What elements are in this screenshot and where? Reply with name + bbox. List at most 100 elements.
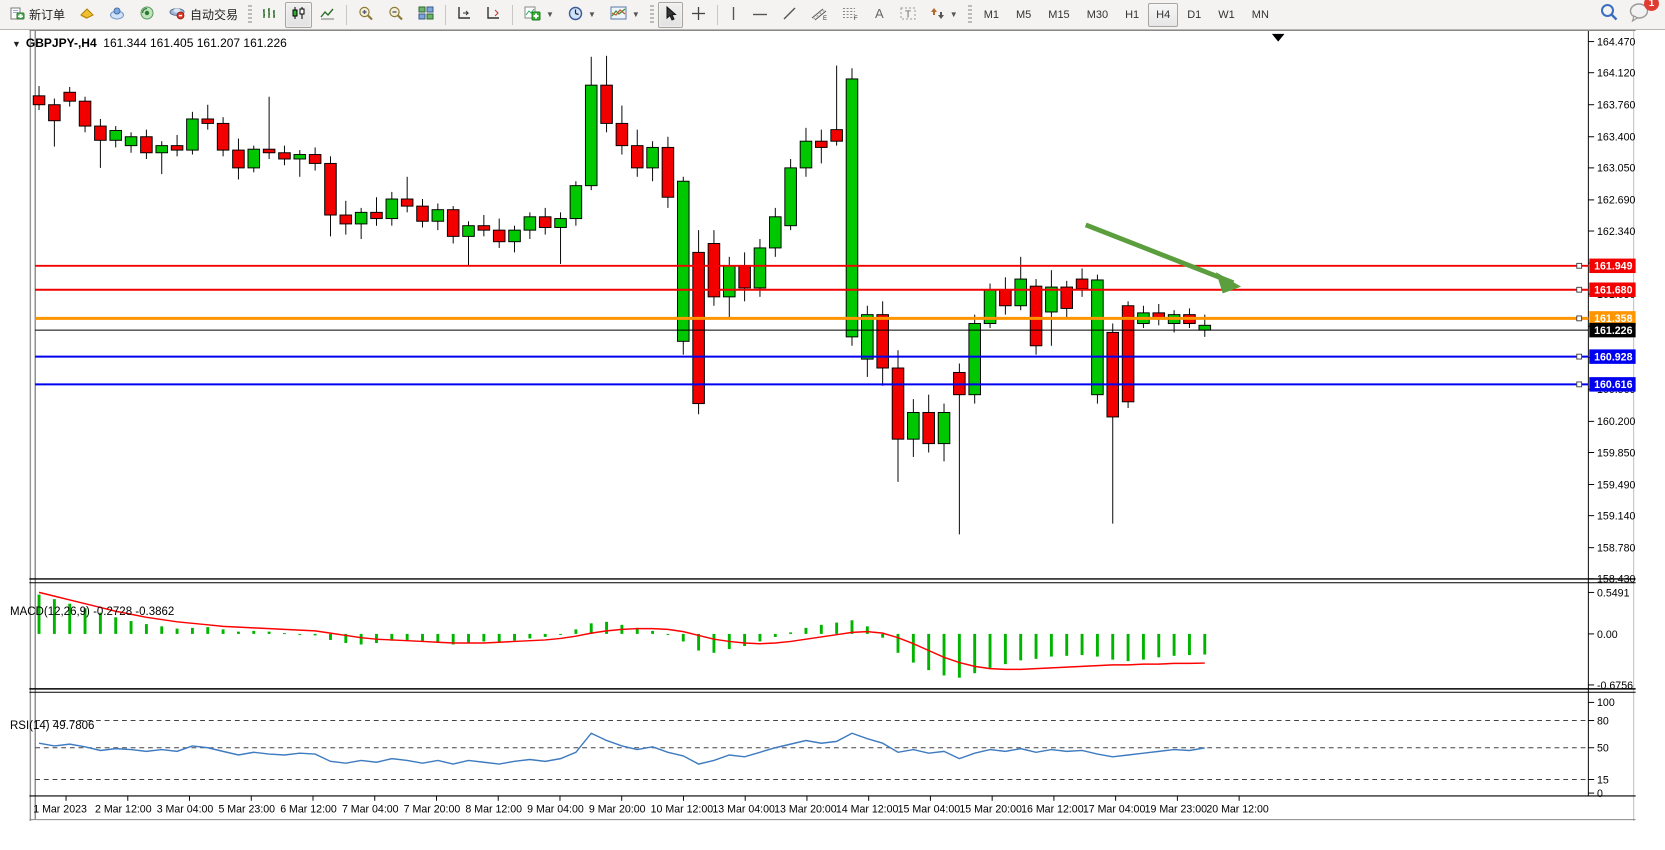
timeframe-h1-button[interactable]: H1 (1125, 8, 1140, 21)
svg-text:80: 80 (1597, 715, 1609, 727)
svg-text:0: 0 (1597, 788, 1603, 800)
trend-arrow[interactable] (1084, 222, 1242, 294)
trendline-icon (782, 6, 797, 24)
svg-text:E: E (823, 16, 827, 21)
svg-text:-0.6756: -0.6756 (1597, 680, 1633, 692)
zoom-in-button[interactable] (352, 2, 380, 28)
shift-marker-icon[interactable] (1271, 33, 1285, 42)
market-button[interactable] (103, 2, 131, 28)
svg-text:13 Mar 20:00: 13 Mar 20:00 (774, 803, 837, 815)
timeframe-w1-button[interactable]: W1 (1218, 8, 1235, 21)
text-button[interactable]: A (867, 2, 892, 28)
candles (32, 55, 1212, 535)
chart-candles-button[interactable] (285, 1, 313, 28)
svg-text:162.690: 162.690 (1597, 195, 1635, 207)
dropdown-caret: ▼ (546, 10, 554, 19)
toolbar-grip (967, 4, 972, 25)
svg-text:5 Mar 23:00: 5 Mar 23:00 (218, 803, 275, 815)
timeframe-m15-button[interactable]: M15 (1048, 8, 1070, 21)
macd-pane: 0.5491 0.00 -0.6756 (37, 587, 1633, 692)
bid-price-line: 161.226 (35, 322, 1636, 338)
svg-text:14 Mar 12:00: 14 Mar 12:00 (836, 803, 899, 815)
vertical-line-button[interactable] (723, 2, 744, 28)
channel-button[interactable]: E (805, 2, 834, 28)
time-axis[interactable]: 1 Mar 2023 2 Mar 12:00 3 Mar 04:00 5 Mar 23… (33, 795, 1269, 815)
macd-signal-line (38, 591, 1205, 671)
hline-161.680[interactable]: 161.680 (35, 282, 1636, 297)
svg-text:159.140: 159.140 (1597, 511, 1635, 523)
svg-text:0.00: 0.00 (1597, 629, 1618, 641)
svg-text:3 Mar 04:00: 3 Mar 04:00 (157, 803, 214, 815)
toolbar-separator (716, 4, 718, 25)
timeframe-m5-button[interactable]: M5 (1016, 8, 1032, 21)
vertical-line-icon (729, 6, 738, 24)
metaeditor-icon (79, 6, 95, 23)
svg-text:159.490: 159.490 (1597, 479, 1635, 491)
signals-icon (139, 6, 155, 23)
chart-shift-button[interactable] (480, 2, 507, 28)
hline-160.928[interactable]: 160.928 (35, 349, 1636, 364)
chart-canvas[interactable]: 164.470 164.120 163.760 163.400 163.050 162.6… (0, 30, 1665, 850)
svg-text:160.616: 160.616 (1594, 379, 1632, 391)
chart-window: 164.470 164.120 163.760 163.400 163.050 162.6… (0, 30, 1665, 850)
signals-button[interactable] (133, 2, 161, 28)
templates-button[interactable]: ▼ (604, 2, 646, 28)
svg-text:161.358: 161.358 (1594, 313, 1632, 325)
bar-chart-icon (262, 6, 277, 23)
algo-trading-icon (169, 6, 186, 23)
chart-line-button[interactable] (314, 2, 341, 28)
svg-text:9 Mar 20:00: 9 Mar 20:00 (589, 803, 646, 815)
crosshair-button[interactable] (685, 2, 712, 28)
dropdown-caret: ▼ (949, 10, 958, 19)
svg-text:162.340: 162.340 (1597, 226, 1635, 238)
toolbar-separator (512, 4, 514, 25)
algo-trading-button[interactable]: 自动交易 (163, 2, 244, 28)
horizontal-line-button[interactable] (746, 2, 774, 28)
svg-text:7 Mar 04:00: 7 Mar 04:00 (342, 803, 399, 815)
cursor-button[interactable] (657, 1, 683, 28)
svg-text:A: A (875, 6, 884, 20)
metaeditor-button[interactable] (73, 2, 101, 28)
trendline-button[interactable] (776, 2, 803, 28)
dropdown-caret: ▼ (587, 10, 596, 19)
market-icon (109, 6, 125, 23)
timeframe-m30-button[interactable]: M30 (1086, 8, 1109, 21)
timeframe-d1-button[interactable]: D1 (1187, 8, 1202, 21)
svg-text:0.5491: 0.5491 (1597, 587, 1630, 599)
search-icon[interactable] (1599, 2, 1619, 27)
svg-text:19 Mar 23:00: 19 Mar 23:00 (1145, 803, 1208, 815)
timeframe-m1-button[interactable]: M1 (983, 8, 999, 21)
svg-text:9 Mar 04:00: 9 Mar 04:00 (527, 803, 584, 815)
chat-badge: 1 (1644, 0, 1659, 11)
zoom-out-button[interactable] (382, 2, 410, 28)
svg-text:160.200: 160.200 (1597, 416, 1635, 428)
hline-161.358[interactable]: 161.358 (35, 311, 1636, 326)
auto-scroll-button[interactable] (451, 2, 478, 28)
auto-scroll-icon (457, 6, 472, 23)
fibonacci-button[interactable]: F (836, 2, 865, 28)
chat-button[interactable]: 1 (1629, 0, 1659, 27)
arrows-button[interactable]: ▼ (924, 2, 964, 28)
text-label-button[interactable]: T (894, 2, 922, 28)
zoom-in-icon (358, 6, 374, 24)
svg-text:2 Mar 12:00: 2 Mar 12:00 (95, 803, 152, 815)
clock-icon (568, 6, 583, 24)
dropdown-caret: ▼ (631, 10, 640, 19)
toolbar-separator (445, 4, 447, 25)
rsi-pane: 100 80 50 15 0 (35, 697, 1615, 800)
svg-text:17 Mar 04:00: 17 Mar 04:00 (1083, 803, 1146, 815)
timeframe-h4-button[interactable]: H4 (1148, 2, 1179, 27)
arrows-icon (930, 6, 945, 24)
hline-160.616[interactable]: 160.616 (35, 377, 1636, 392)
periods-button[interactable]: ▼ (562, 2, 602, 28)
new-order-button[interactable]: 新订单 (4, 2, 71, 28)
tile-windows-button[interactable] (412, 2, 440, 28)
svg-text:164.120: 164.120 (1597, 68, 1635, 80)
svg-text:163.760: 163.760 (1597, 100, 1635, 112)
timeframe-mn-button[interactable]: MN (1251, 8, 1269, 21)
svg-text:20 Mar 12:00: 20 Mar 12:00 (1206, 803, 1269, 815)
svg-text:158.780: 158.780 (1597, 543, 1635, 555)
hline-161.949[interactable]: 161.949 (35, 258, 1636, 274)
chart-bars-button[interactable] (256, 2, 283, 28)
indicators-button[interactable]: ▼ (518, 2, 560, 28)
